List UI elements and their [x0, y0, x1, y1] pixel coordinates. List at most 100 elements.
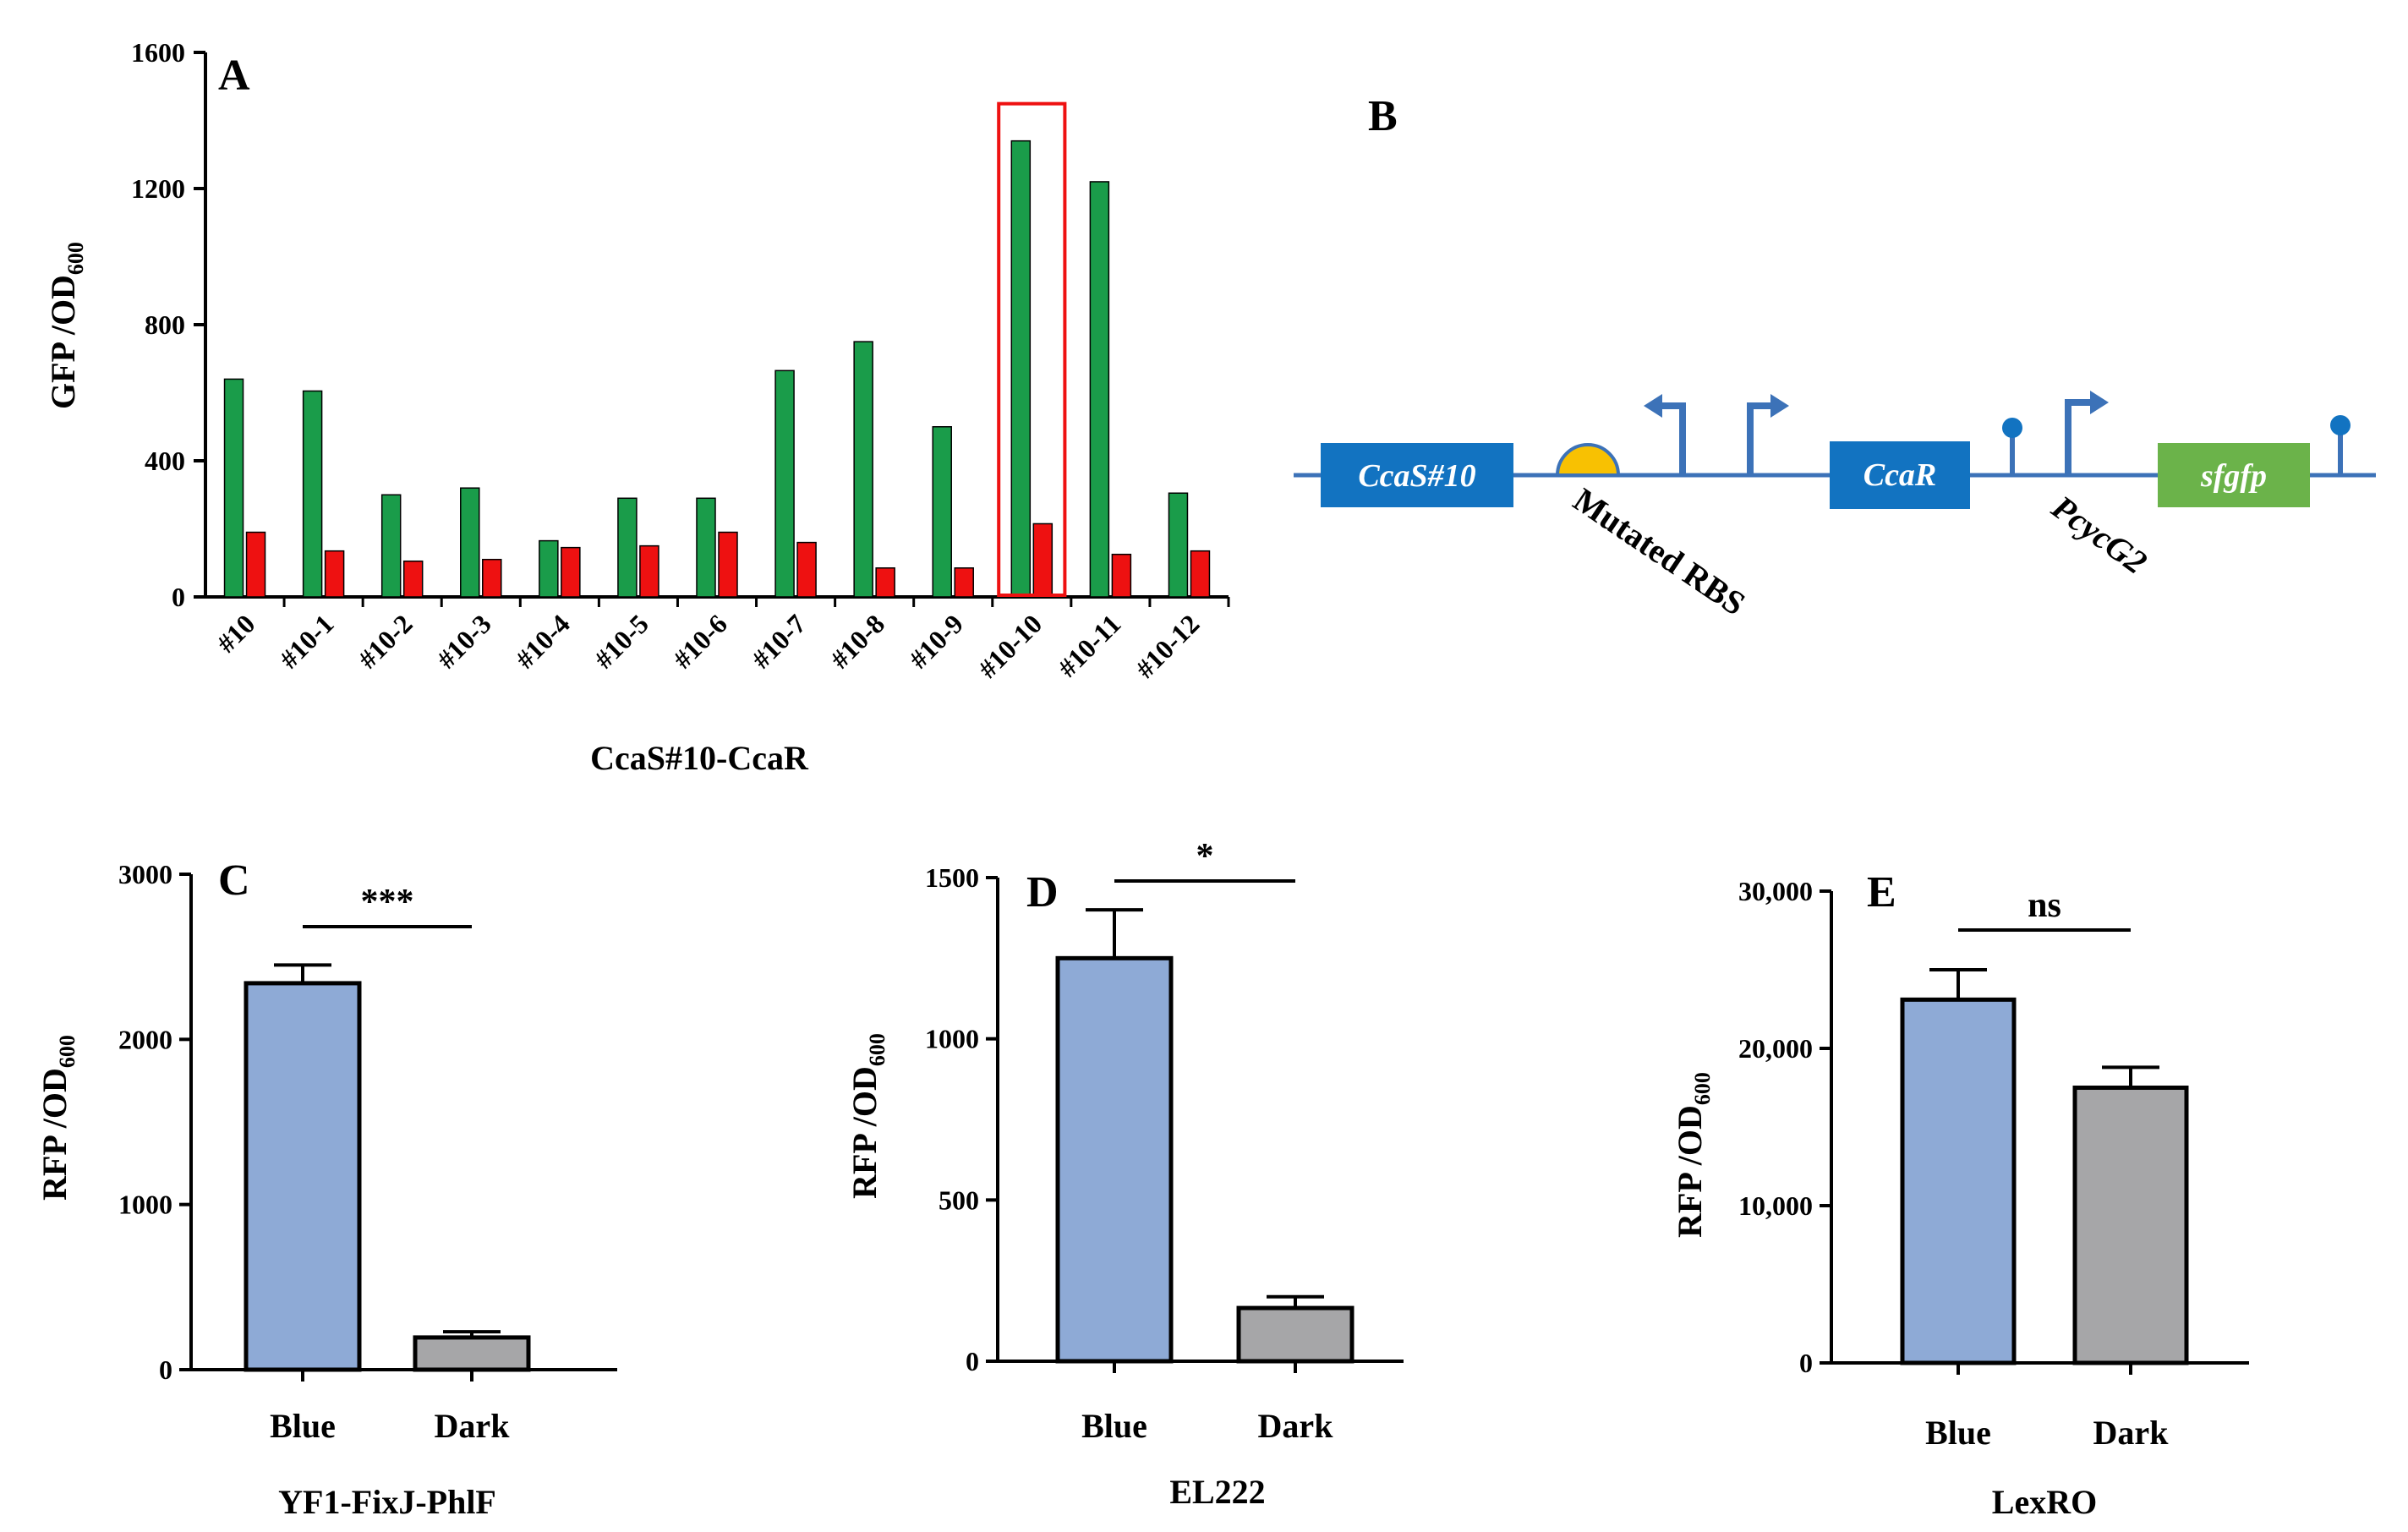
panel-a-xlabel: CcaS#10-CcaR: [590, 739, 809, 777]
panel-a-xtick-label: #10-2: [352, 608, 418, 674]
ytick-label: 1000: [118, 1190, 172, 1220]
reverse-promoter-icon: [1657, 402, 1686, 475]
panel-d-letter: D: [1026, 868, 1059, 916]
panel-a-bar-green: [460, 487, 480, 598]
ytick-label: 0: [159, 1354, 172, 1385]
panel-a-xtick-label: #10-9: [903, 608, 969, 674]
panel-a-bar-green: [696, 497, 716, 598]
bar-blue: [244, 981, 362, 1372]
ytick-label: 0: [1799, 1348, 1813, 1378]
rbs-label: Mutated RBS: [1567, 480, 1753, 622]
panel-a-xtick-label: #10-6: [667, 608, 733, 674]
panel-a-xtick-label: #10-8: [824, 608, 890, 674]
ytick-label: 10,000: [1738, 1190, 1813, 1221]
panel-a-bar-red: [402, 560, 424, 598]
ccas-gene-label: CcaS#10: [1358, 458, 1475, 494]
bar-blue: [1055, 955, 1174, 1364]
pcycg2-promoter-icon: [2065, 399, 2095, 475]
panel-a-ylabel: GFP /OD600: [44, 242, 88, 409]
panel-d-chart: D 0 500 1000 1500 Blue Dark * RFP /OD600 EL222: [846, 837, 1404, 1511]
panel-a-bar-red: [718, 531, 738, 598]
pcycg2-label: PcycG2: [2044, 487, 2154, 581]
ccar-gene-box: [1830, 441, 1970, 509]
panel-a-bar-green: [1010, 140, 1032, 598]
xtick-label: Blue: [1081, 1407, 1147, 1445]
ytick-label: 500: [939, 1185, 979, 1215]
panel-a-bar-red: [561, 546, 581, 598]
panel-e-plot: 0 10,000 20,000 30,000 Blue Dark ns: [1738, 876, 2249, 1452]
panel-a-bar-red: [324, 550, 345, 598]
panel-e-xlabel: LexRO: [1992, 1483, 2097, 1521]
ytick-label: 30,000: [1738, 876, 1813, 906]
panel-a-bar-red: [245, 531, 266, 598]
panel-b-letter: B: [1368, 92, 1398, 140]
panel-a-xticks: #10 #10-1 #10-2 #10-3 #10-4 #10-5 #10-6 #10-7 #1…: [211, 608, 1205, 684]
panel-b-genetic-circuit: B CcaS#10 Mutated RBS CcaR PcycG2 sfgfp: [1294, 92, 2376, 623]
panel-a-bar-red: [875, 567, 895, 598]
panel-a-bar-green: [1089, 181, 1110, 598]
panel-a-xtick-label: #10-5: [588, 608, 654, 674]
panel-a-bar-green: [223, 378, 244, 598]
panel-a-ytick-label: 400: [145, 446, 185, 476]
panel-a-bar-red: [1032, 523, 1054, 598]
panel-a-letter: A: [218, 52, 250, 100]
bar-blue: [1900, 997, 2017, 1365]
panel-a-bar-red: [1111, 553, 1132, 598]
terminator-1-head: [2002, 418, 2022, 438]
panel-a-bar-green: [617, 497, 638, 598]
sfgfp-gene-label: sfgfp: [2200, 458, 2267, 494]
bar-dark: [2072, 1086, 2189, 1365]
panel-d-xlabel: EL222: [1169, 1473, 1265, 1511]
ytick-label: 0: [966, 1346, 979, 1376]
bar-dark: [413, 1335, 531, 1372]
panel-a-bar-red: [639, 544, 659, 598]
rbs-icon: [1555, 443, 1621, 477]
panel-a-bar-green: [932, 426, 952, 598]
panel-d-plot: 0 500 1000 1500 Blue Dark *: [925, 837, 1404, 1445]
panel-a-bar-red: [482, 558, 502, 598]
panel-a-ytick-label: 1200: [131, 173, 185, 204]
panel-c-ylabel: RFP /OD600: [36, 1035, 79, 1201]
panel-a-bar-red: [954, 567, 974, 598]
panel-a-highlight-box: [997, 101, 1067, 597]
sfgfp-gene-box: [2158, 443, 2310, 507]
xtick-label: Blue: [270, 1407, 336, 1445]
ytick-label: 1500: [925, 862, 979, 893]
panel-a-bar-green: [853, 341, 873, 598]
xtick-label: Dark: [435, 1407, 511, 1445]
panel-a-bar-red: [796, 541, 817, 598]
panel-a-axes: 0 400 800 1200 1600: [131, 37, 1230, 612]
panel-a-xtick-label: #10-4: [510, 608, 576, 674]
forward-promoter-icon: [1747, 402, 1776, 475]
xtick-label: Dark: [2093, 1414, 2170, 1452]
panel-a-ytick-label: 1600: [131, 37, 185, 68]
ytick-label: 2000: [118, 1024, 172, 1054]
panel-e-ylabel: RFP /OD600: [1671, 1072, 1715, 1238]
panel-c-letter: C: [218, 856, 250, 905]
panel-a-xtick-label: #10-1: [273, 608, 339, 674]
panel-a-xtick-label: #10-12: [1130, 608, 1206, 684]
panel-a-bar-green: [380, 494, 402, 598]
panel-c-xlabel: YF1-FixJ-PhlF: [278, 1483, 496, 1521]
reverse-promoter-arrowhead: [1644, 394, 1662, 418]
terminator-2-head: [2330, 415, 2351, 435]
significance-label: ns: [2028, 886, 2061, 925]
panel-a-bar-red: [1190, 550, 1211, 598]
panel-a-xtick-label: #10-7: [746, 608, 812, 674]
panel-a-bar-green: [774, 369, 795, 598]
panel-d-ylabel: RFP /OD600: [846, 1033, 889, 1199]
panel-a-bars: [223, 101, 1211, 598]
pcycg2-promoter-arrowhead: [2090, 391, 2109, 414]
panel-a-ytick-label: 800: [145, 309, 185, 340]
significance-label: ***: [361, 883, 414, 922]
ytick-label: 20,000: [1738, 1033, 1813, 1064]
ccar-gene-label: CcaR: [1863, 457, 1937, 493]
panel-a-ytick-label: 0: [172, 582, 185, 612]
bar-dark: [1236, 1305, 1354, 1364]
panel-a-bar-green: [1168, 492, 1189, 598]
xtick-label: Blue: [1925, 1414, 1991, 1452]
panel-c-plot: 0 1000 2000 3000 Blue Dark ***: [118, 859, 617, 1445]
panel-a-chart: A 0 400 800 1200 1600 #10 #10-1 #10-2 #10-3 #10-…: [44, 37, 1230, 777]
panel-e-chart: E 0 10,000 20,000 30,000 Blue Dark ns RFP /OD6…: [1671, 868, 2249, 1521]
ccas-gene-box: [1321, 443, 1513, 507]
